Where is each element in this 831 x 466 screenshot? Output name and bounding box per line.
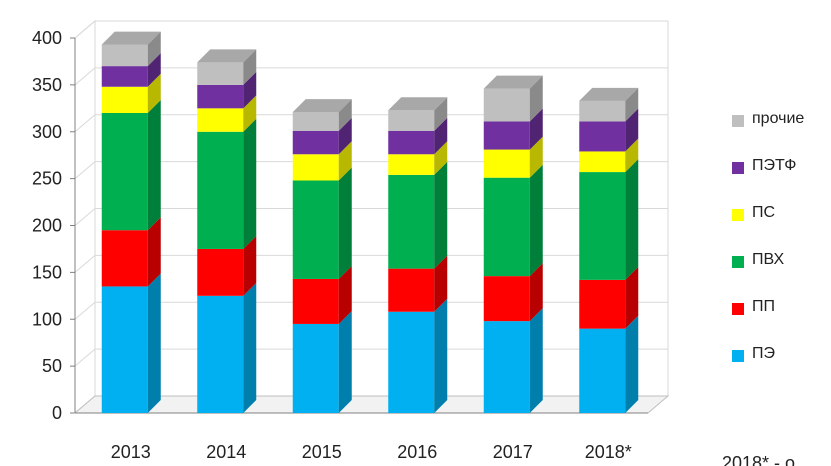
bar-segment [197, 296, 243, 413]
bar-segment [102, 66, 148, 87]
bar-segment [197, 85, 243, 108]
bar-segment [388, 312, 434, 413]
x-tick-label: 2013 [111, 442, 151, 462]
bar-segment [293, 112, 339, 131]
bar-segment [197, 108, 243, 131]
bar-segment [293, 131, 339, 154]
bar-segment [484, 89, 530, 122]
bar-segment [388, 110, 434, 131]
bar-segment [102, 286, 148, 413]
bar-segment [484, 178, 530, 276]
legend-label: ПП [752, 298, 775, 316]
bar-segment [579, 121, 625, 151]
legend-label: ПС [752, 204, 775, 222]
y-tick-label: 100 [32, 309, 62, 329]
bar-segment [102, 87, 148, 113]
bar-segment [102, 45, 148, 67]
bar-segment [102, 113, 148, 230]
bar-segment-side [243, 283, 256, 413]
y-tick-label: 0 [52, 403, 62, 423]
y-tick-label: 50 [42, 356, 62, 376]
x-tick-label: 2016 [397, 442, 437, 462]
y-tick-label: 250 [32, 169, 62, 189]
bar-segment [579, 172, 625, 280]
bar-segment-side [625, 316, 638, 413]
bar-segment [293, 324, 339, 413]
legend-swatch [732, 256, 744, 268]
y-tick-label: 400 [32, 28, 62, 48]
x-tick-label: 2017 [493, 442, 533, 462]
bar-segment-side [434, 299, 447, 413]
legend-label: ПВХ [752, 251, 784, 269]
bar-segment [388, 154, 434, 175]
legend-swatch [732, 209, 744, 221]
bar-segment [579, 151, 625, 172]
legend-swatch [732, 350, 744, 362]
bar-segment-side [148, 273, 161, 413]
bar-segment-side [434, 162, 447, 269]
bar-segment-side [148, 100, 161, 230]
legend-swatch [732, 162, 744, 174]
bar-segment [197, 249, 243, 296]
legend-label: ПЭТФ [752, 157, 796, 175]
bar-segment [484, 121, 530, 149]
bar-segment [102, 230, 148, 286]
bar-segment [388, 175, 434, 269]
bar-segment [197, 62, 243, 85]
chart-footnote: 2018* - о [722, 453, 795, 466]
bar-segment [579, 101, 625, 122]
bar-segment-side [243, 119, 256, 249]
legend-label: прочие [752, 110, 804, 128]
bar-segment-side [339, 311, 352, 413]
bar-segment [197, 132, 243, 249]
y-tick-label: 200 [32, 216, 62, 236]
y-tick-label: 300 [32, 122, 62, 142]
legend-swatch [732, 303, 744, 315]
legend-label: ПЭ [752, 345, 775, 363]
bar-segment [579, 329, 625, 413]
bar-segment [388, 131, 434, 154]
x-tick-label: 2018* [585, 442, 632, 462]
x-tick-label: 2014 [206, 442, 246, 462]
bar-segment-side [339, 168, 352, 279]
x-tick-label: 2015 [302, 442, 342, 462]
bar-segment [484, 321, 530, 413]
bar-segment-side [530, 165, 543, 276]
bar-segment [484, 150, 530, 178]
bar-segment [293, 279, 339, 324]
bar-segment [293, 154, 339, 180]
bar-segment [484, 276, 530, 321]
bar-segment [579, 280, 625, 329]
legend-swatch [732, 115, 744, 127]
chart-floor [75, 396, 668, 413]
bar-segment-side [625, 159, 638, 280]
bar-segment-side [530, 308, 543, 413]
bar-segment [293, 181, 339, 279]
y-tick-label: 350 [32, 75, 62, 95]
y-tick-label: 150 [32, 262, 62, 282]
bar-segment [388, 269, 434, 312]
